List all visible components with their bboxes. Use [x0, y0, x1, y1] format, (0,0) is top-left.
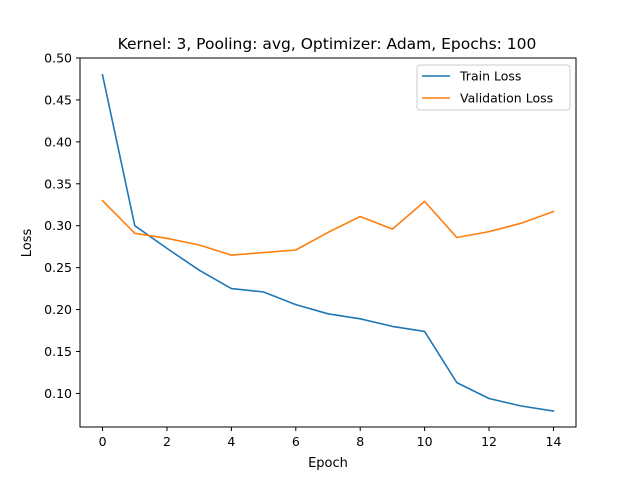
- x-tick-label: 10: [417, 434, 433, 449]
- y-axis-ticks: 0.10 0.15 0.20 0.25 0.30 0.35 0.40 0.45 0.50: [44, 51, 80, 401]
- series-lines: [101, 73, 555, 413]
- x-tick-label: 0: [99, 434, 107, 449]
- x-tick-label: 2: [163, 434, 171, 449]
- legend-label-validation-loss: Validation Loss: [460, 91, 553, 106]
- y-tick-label: 0.40: [44, 134, 72, 149]
- y-tick-label: 0.25: [44, 260, 72, 275]
- x-tick-label: 6: [292, 434, 300, 449]
- y-tick-label: 0.30: [44, 218, 72, 233]
- y-tick-label: 0.15: [44, 344, 72, 359]
- y-tick-label: 0.35: [44, 176, 72, 191]
- series-line-validation-loss: [101, 199, 555, 256]
- y-axis-label: Loss: [20, 229, 35, 258]
- y-tick-label: 0.45: [44, 92, 72, 107]
- x-axis-ticks: 0 2 4 6 8 10 12 14: [99, 427, 562, 449]
- legend-box: [416, 64, 571, 111]
- x-tick-label: 4: [227, 434, 235, 449]
- legend-label-train-loss: Train Loss: [459, 69, 521, 84]
- y-tick-label: 0.20: [44, 302, 72, 317]
- x-tick-label: 14: [546, 434, 562, 449]
- x-axis-label: Epoch: [308, 456, 348, 471]
- y-tick-label: 0.50: [44, 51, 72, 66]
- y-tick-label: 0.10: [44, 386, 72, 401]
- legend: Train Loss Validation Loss: [416, 64, 571, 111]
- series-line-train-loss: [101, 73, 555, 413]
- x-tick-label: 8: [356, 434, 364, 449]
- plot-frame: [79, 57, 577, 428]
- chart-title: Kernel: 3, Pooling: avg, Optimizer: Adam…: [118, 35, 537, 53]
- x-tick-label: 12: [481, 434, 497, 449]
